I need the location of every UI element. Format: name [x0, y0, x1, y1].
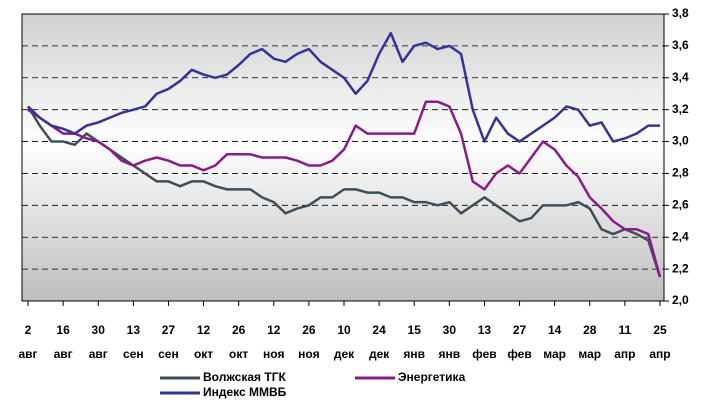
y-tick-label: 3,8 — [672, 6, 689, 20]
x-tick-label: 27 сен — [158, 323, 179, 361]
x-tick-label: 14 мар — [543, 323, 567, 361]
x-tick-label: 13 фев — [472, 323, 497, 361]
y-tick-label: 3,6 — [672, 38, 689, 52]
x-tick-label: 28 мар — [578, 323, 602, 361]
y-tick-label: 2,0 — [672, 293, 689, 307]
plot-area — [21, 13, 665, 302]
x-tick-label: 11 апр — [614, 323, 636, 361]
x-tick-label: 26 окт — [229, 323, 249, 361]
x-tick-label: 12 окт — [193, 323, 214, 361]
x-tick-label: 13 сен — [123, 323, 144, 361]
y-tick-label: 3,4 — [672, 70, 689, 84]
x-tick-label: 25 апр — [649, 323, 671, 361]
x-tick-label: 26 ноя — [298, 323, 320, 361]
y-tick-label: 2,8 — [672, 166, 689, 180]
x-tick-label: 24 дек — [368, 323, 390, 361]
x-tick-label: 12 ноя — [263, 323, 285, 361]
y-tick-label: 2,2 — [672, 261, 689, 275]
x-tick-label: 27 фев — [507, 323, 532, 361]
legend-label: Энергетика — [398, 370, 466, 384]
x-tick-label: 15 янв — [403, 323, 426, 361]
y-tick-label: 3,0 — [672, 134, 689, 148]
series-line — [27, 31, 660, 143]
series-line — [27, 100, 662, 278]
legend-label: Индекс ММВБ — [203, 385, 287, 399]
y-tick-label: 3,2 — [672, 102, 689, 116]
x-tick-label: 30 авг — [88, 323, 108, 361]
y-tick-label: 2,4 — [672, 229, 689, 243]
x-tick-label: 10 дек — [333, 323, 355, 361]
x-tick-label: 2 авг — [18, 323, 38, 361]
legend-label: Волжская ТГК — [203, 370, 286, 384]
x-tick-label: 30 янв — [438, 323, 461, 361]
y-tick-label: 2,6 — [672, 198, 689, 212]
x-tick-label: 16 авг — [53, 323, 73, 361]
